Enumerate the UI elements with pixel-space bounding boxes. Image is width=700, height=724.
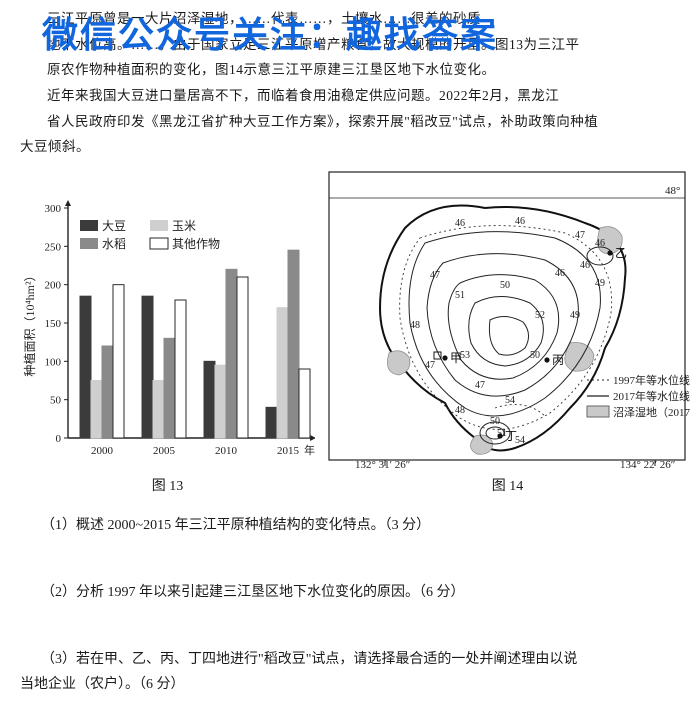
question-3b: 当地企业（农户）。（6 分） (20, 672, 680, 697)
svg-text:年: 年 (304, 443, 315, 457)
intro-line-4: 省人民政府印发《黑龙江省扩种大豆工作方案》，探索开展"稻改豆"试点，补助政策向种… (20, 109, 680, 135)
map-figure: 48°4646474649475150524948474653504754485… (325, 168, 690, 468)
intro-line-2: 原农作物种植面积的变化，图14示意三江平原建三江垦区地下水位变化。 (20, 57, 680, 83)
svg-text:150: 150 (45, 318, 62, 330)
svg-text:132° 31′ 26″: 132° 31′ 26″ (355, 459, 410, 468)
svg-text:250: 250 (45, 241, 62, 253)
svg-text:46: 46 (555, 268, 565, 279)
svg-text:50: 50 (500, 280, 510, 291)
bar-chart: 0 50 100 150 200 250 300 种植面积（10⁴hm²） 大豆 玉米水稻 其他作物… (20, 198, 315, 468)
svg-text:49: 49 (570, 310, 580, 321)
svg-text:50: 50 (490, 416, 500, 427)
svg-text:48°: 48° (665, 185, 680, 197)
svg-text:46: 46 (595, 238, 605, 249)
svg-text:54: 54 (505, 395, 515, 406)
question-3a: （3）若在甲、乙、丙、丁四地进行"稻改豆"试点，请选择最合适的一处并阐述理由以说 (20, 647, 680, 672)
svg-text:49: 49 (595, 278, 605, 289)
svg-text:甲: 甲 (450, 351, 462, 365)
figures-row: 0 50 100 150 200 250 300 种植面积（10⁴hm²） 大豆 玉米水稻 其他作物… (20, 168, 680, 495)
svg-text:46: 46 (455, 218, 465, 229)
svg-text:47: 47 (425, 360, 435, 371)
caption-13: 图 13 (20, 475, 315, 495)
intro-line-3: 近年来我国大豆进口量居高不下，而临着食用油稳定供应问题。2022年2月，黑龙江 (20, 83, 680, 109)
question-2: （2）分析 1997 年以来引起建三江垦区地下水位变化的原因。（6 分） (20, 580, 680, 605)
svg-text:2017年等水位线: 2017年等水位线 (613, 389, 690, 403)
svg-text:丁: 丁 (505, 429, 517, 443)
svg-text:51: 51 (455, 290, 465, 301)
svg-text:47: 47 (575, 230, 585, 241)
svg-text:52: 52 (535, 310, 545, 321)
svg-text:50: 50 (530, 350, 540, 361)
svg-text:1997年等水位线: 1997年等水位线 (613, 373, 690, 387)
svg-text:48: 48 (410, 320, 420, 331)
svg-text:50: 50 (50, 395, 62, 407)
chart-container: 0 50 100 150 200 250 300 种植面积（10⁴hm²） 大豆 玉米水稻 其他作物… (20, 198, 315, 495)
svg-text:大豆: 大豆 (102, 219, 126, 233)
svg-text:46: 46 (580, 260, 590, 271)
svg-text:乙: 乙 (615, 246, 627, 260)
svg-text:134° 22′ 26″: 134° 22′ 26″ (620, 459, 675, 468)
svg-text:300: 300 (45, 203, 62, 215)
svg-text:100: 100 (45, 356, 62, 368)
intro-line-5: 大豆倾斜。 (20, 134, 680, 160)
svg-text:其他作物: 其他作物 (172, 237, 220, 251)
svg-text:46: 46 (515, 216, 525, 227)
watermark-text: 微信公众号关注：趣找答案 (42, 6, 498, 58)
svg-text:种植面积（10⁴hm²）: 种植面积（10⁴hm²） (22, 269, 37, 376)
svg-text:2000: 2000 (91, 445, 114, 457)
svg-text:47: 47 (430, 270, 440, 281)
svg-text:水稻: 水稻 (102, 237, 126, 251)
svg-text:2015: 2015 (277, 445, 300, 457)
caption-14: 图 14 (325, 475, 690, 495)
svg-text:200: 200 (45, 280, 62, 292)
question-1: （1）概述 2000~2015 年三江平原种植结构的变化特点。（3 分） (20, 513, 680, 538)
svg-text:2010: 2010 (215, 445, 238, 457)
svg-text:0: 0 (56, 433, 62, 445)
svg-text:沼泽湿地（2017年）: 沼泽湿地（2017年） (613, 405, 690, 419)
svg-text:47: 47 (475, 380, 485, 391)
svg-text:玉米: 玉米 (172, 219, 196, 233)
svg-text:2005: 2005 (153, 445, 176, 457)
svg-text:丙: 丙 (552, 353, 564, 367)
svg-text:48: 48 (455, 405, 465, 416)
map-container: 48°4646474649475150524948474653504754485… (325, 168, 690, 495)
